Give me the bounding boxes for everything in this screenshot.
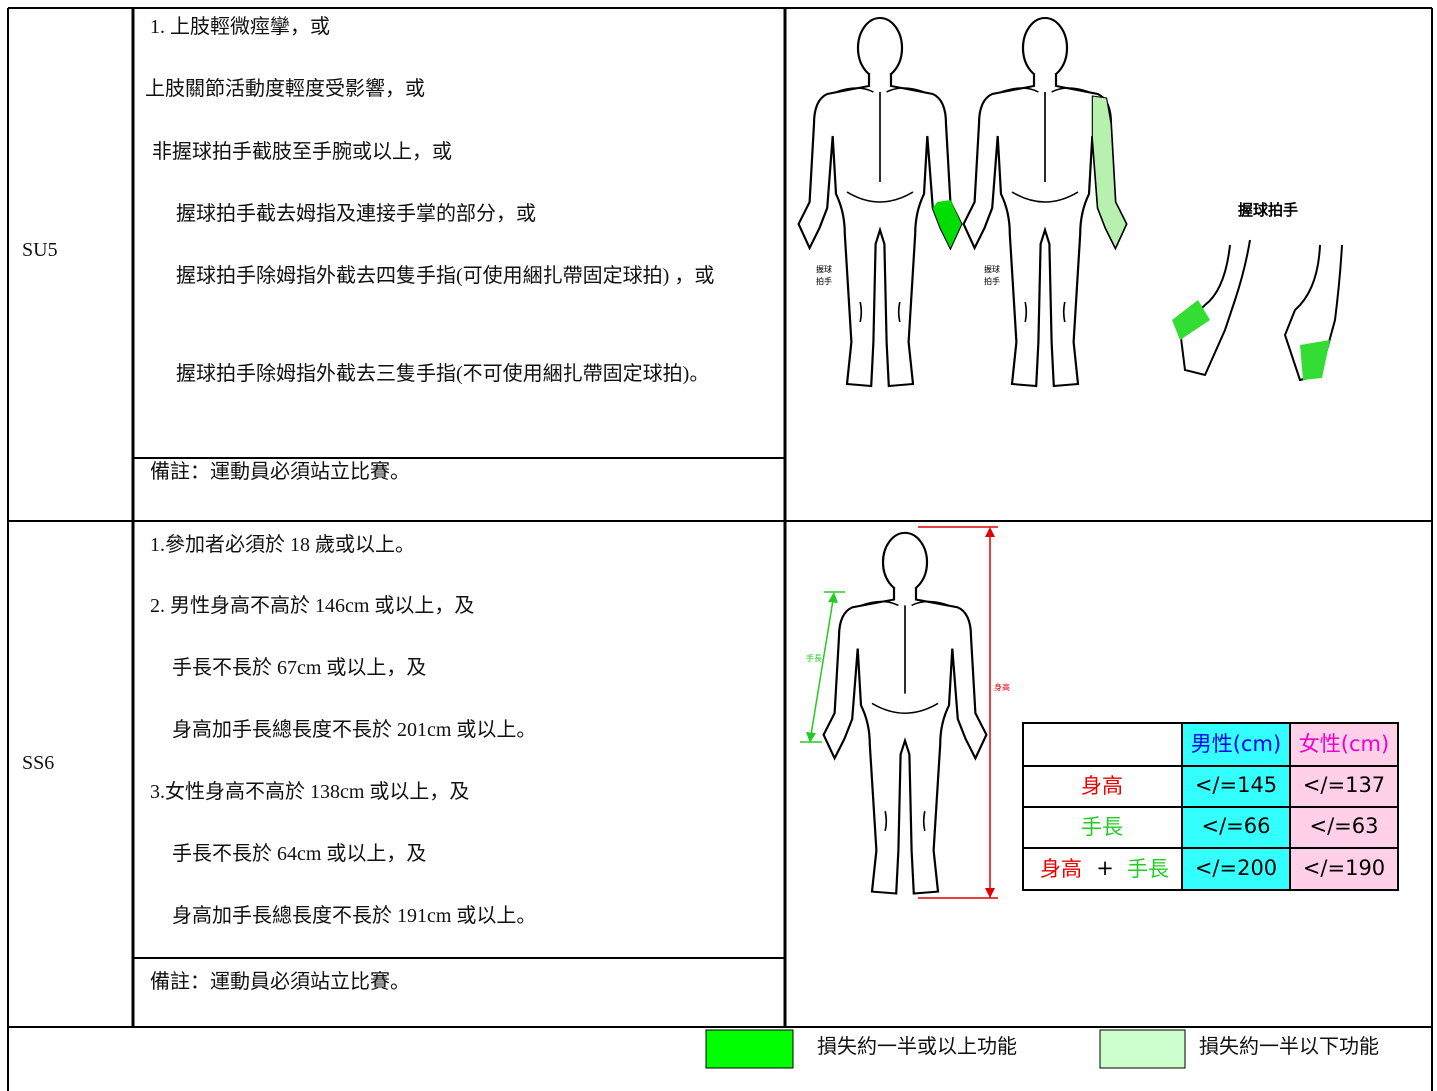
arm-arrow	[800, 591, 845, 743]
table-borders	[7, 7, 1433, 1091]
table-header: 男性(cm)	[1191, 732, 1281, 756]
height-arrow	[918, 526, 998, 899]
figure-label: 握球	[816, 264, 832, 274]
criterion: 握球拍手除姆指外截去四隻手指(可使用綑扎帶固定球拍) ，或	[176, 265, 715, 287]
criterion: 2. 男性身高不高於 146cm 或以上，及	[150, 595, 475, 617]
cell: </=66	[1202, 814, 1271, 838]
measure-table: 男性(cm) 女性(cm) 身高 </=145 </=137 手長 </=66 …	[1022, 722, 1399, 891]
criterion: 非握球拍手截肢至手腕或以上，或	[152, 141, 452, 163]
legend-swatch	[1099, 1029, 1186, 1069]
criterion: 握球拍手除姆指外截去三隻手指(不可使用綑扎帶固定球拍)。	[176, 363, 710, 385]
criterion: 手長不長於 67cm 或以上，及	[172, 657, 427, 679]
figure-heading: 握球拍手	[1238, 201, 1298, 219]
criterion: 1. 上肢輕微痙攣，或	[150, 16, 330, 38]
figure-label: 身高	[994, 682, 1010, 692]
hand-sketch	[1172, 239, 1343, 382]
row-code: SU5	[22, 239, 58, 261]
criterion: 身高加手長總長度不長於 201cm 或以上。	[172, 719, 537, 741]
legend-swatch	[705, 1029, 794, 1069]
cell: </=137	[1303, 773, 1385, 797]
figure-label: 手長	[806, 653, 822, 663]
criterion: 3.女性身高不高於 138cm 或以上，及	[150, 781, 470, 803]
note: 備註：運動員必須站立比賽。	[150, 971, 410, 993]
row-label: +	[1096, 856, 1114, 880]
cell: </=190	[1303, 856, 1385, 880]
cell: </=145	[1195, 773, 1277, 797]
cell: </=200	[1195, 856, 1277, 880]
criterion: 身高加手長總長度不長於 191cm 或以上。	[172, 905, 537, 927]
figure-label: 拍手	[816, 276, 832, 286]
legend-label: 損失約一半以下功能	[1199, 1036, 1379, 1058]
criterion: 1.參加者必須於 18 歲或以上。	[150, 534, 415, 556]
cell: </=63	[1310, 814, 1379, 838]
body-figure	[962, 16, 1128, 388]
legend-label: 損失約一半或以上功能	[817, 1036, 1017, 1058]
row-label: 身高	[1081, 774, 1123, 798]
figure-label: 拍手	[984, 276, 1000, 286]
figure-label: 握球	[984, 264, 1000, 274]
criterion: 手長不長於 64cm 或以上，及	[172, 843, 427, 865]
row-label: 手長	[1081, 815, 1123, 839]
row-code: SS6	[22, 752, 55, 774]
body-figure	[797, 16, 963, 388]
criterion: 握球拍手截去姆指及連接手掌的部分，或	[176, 203, 536, 225]
note: 備註：運動員必須站立比賽。	[150, 461, 410, 483]
criterion: 上肢關節活動度輕度受影響，或	[145, 78, 425, 100]
row-label: 身高	[1040, 857, 1082, 881]
body-figure	[822, 531, 988, 895]
table-header: 女性(cm)	[1299, 732, 1389, 756]
row-label: 手長	[1127, 857, 1169, 881]
